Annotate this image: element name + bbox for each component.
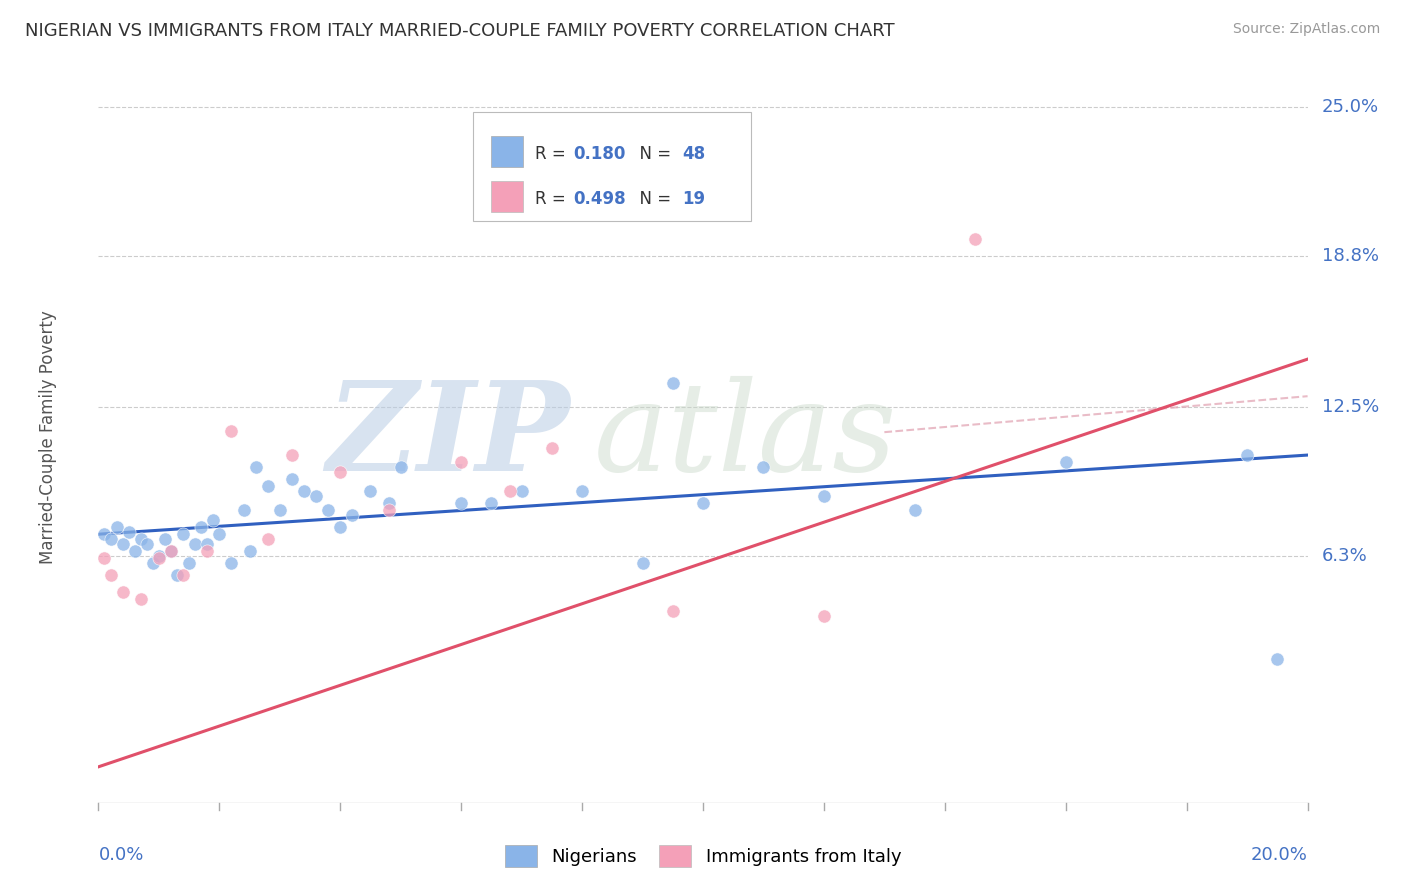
Point xyxy=(256,532,278,546)
Point xyxy=(166,568,188,582)
Text: 48: 48 xyxy=(682,145,706,163)
Point xyxy=(124,544,146,558)
Text: Source: ZipAtlas.com: Source: ZipAtlas.com xyxy=(1233,22,1381,37)
Text: ZIP: ZIP xyxy=(326,376,569,498)
Point xyxy=(965,232,987,246)
Point xyxy=(239,544,262,558)
Point xyxy=(360,483,382,498)
Point xyxy=(208,527,231,541)
Point xyxy=(281,448,304,462)
Text: 0.498: 0.498 xyxy=(574,190,626,208)
Point xyxy=(129,591,152,606)
Point xyxy=(389,460,412,475)
Point xyxy=(129,532,152,546)
Point xyxy=(1236,448,1258,462)
Point xyxy=(172,527,194,541)
Point xyxy=(305,489,328,503)
Point xyxy=(752,460,775,475)
Point xyxy=(292,483,315,498)
Point xyxy=(153,532,176,546)
Text: N =: N = xyxy=(630,190,676,208)
Point xyxy=(631,556,654,570)
Point xyxy=(571,483,593,498)
Point xyxy=(498,483,520,498)
Point xyxy=(93,527,115,541)
Point xyxy=(661,604,683,618)
Point xyxy=(450,455,472,469)
Point xyxy=(904,503,927,517)
Point xyxy=(184,537,207,551)
Point xyxy=(316,503,339,517)
Point xyxy=(221,556,243,570)
Point xyxy=(202,513,225,527)
Point xyxy=(377,503,399,517)
Point xyxy=(281,472,304,486)
Point xyxy=(221,424,243,438)
Point xyxy=(160,544,183,558)
Point xyxy=(100,568,122,582)
Legend: Nigerians, Immigrants from Italy: Nigerians, Immigrants from Italy xyxy=(498,838,908,874)
Text: 12.5%: 12.5% xyxy=(1322,398,1379,416)
Point xyxy=(813,489,835,503)
Text: R =: R = xyxy=(534,190,571,208)
Point xyxy=(118,524,141,539)
Point xyxy=(195,537,218,551)
Text: 19: 19 xyxy=(682,190,706,208)
Point xyxy=(540,441,562,455)
Point xyxy=(256,479,278,493)
Text: 0.180: 0.180 xyxy=(574,145,626,163)
Point xyxy=(135,537,157,551)
Point xyxy=(1267,652,1289,666)
Text: NIGERIAN VS IMMIGRANTS FROM ITALY MARRIED-COUPLE FAMILY POVERTY CORRELATION CHAR: NIGERIAN VS IMMIGRANTS FROM ITALY MARRIE… xyxy=(25,22,896,40)
Point xyxy=(661,376,683,391)
Point xyxy=(1054,455,1077,469)
Text: 18.8%: 18.8% xyxy=(1322,247,1379,265)
Text: N =: N = xyxy=(630,145,676,163)
Point xyxy=(93,551,115,566)
Point xyxy=(450,496,472,510)
Point xyxy=(329,465,352,479)
Point xyxy=(179,556,201,570)
Text: 6.3%: 6.3% xyxy=(1322,547,1368,565)
Point xyxy=(342,508,364,522)
Text: 25.0%: 25.0% xyxy=(1322,98,1379,116)
Point xyxy=(481,496,503,510)
Point xyxy=(329,520,352,534)
Point xyxy=(190,520,212,534)
Text: atlas: atlas xyxy=(595,376,897,498)
Point xyxy=(813,608,835,623)
Point xyxy=(172,568,194,582)
Text: 0.0%: 0.0% xyxy=(98,846,143,864)
Point xyxy=(245,460,267,475)
Text: Married-Couple Family Poverty: Married-Couple Family Poverty xyxy=(38,310,56,564)
Point xyxy=(269,503,291,517)
Point xyxy=(100,532,122,546)
FancyBboxPatch shape xyxy=(492,180,523,211)
Point xyxy=(111,584,134,599)
Point xyxy=(148,551,170,566)
Point xyxy=(142,556,165,570)
Text: 20.0%: 20.0% xyxy=(1251,846,1308,864)
Point xyxy=(510,483,533,498)
Point xyxy=(148,549,170,563)
Point xyxy=(160,544,183,558)
FancyBboxPatch shape xyxy=(492,136,523,167)
Text: R =: R = xyxy=(534,145,571,163)
Point xyxy=(105,520,128,534)
Point xyxy=(377,496,399,510)
Point xyxy=(692,496,714,510)
FancyBboxPatch shape xyxy=(474,112,751,221)
Point xyxy=(111,537,134,551)
Point xyxy=(232,503,254,517)
Point xyxy=(195,544,218,558)
